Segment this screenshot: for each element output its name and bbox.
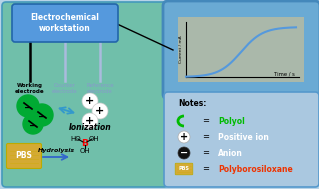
- Text: Working
electrode: Working electrode: [15, 83, 45, 94]
- Text: +: +: [180, 132, 188, 142]
- Text: =: =: [203, 164, 210, 174]
- Text: +: +: [95, 106, 105, 116]
- Text: PBS: PBS: [16, 152, 33, 160]
- Text: HO: HO: [71, 136, 81, 142]
- Text: B: B: [82, 139, 88, 147]
- Text: +: +: [85, 96, 95, 106]
- Circle shape: [178, 147, 190, 159]
- Text: Electrochemical
workstation: Electrochemical workstation: [31, 13, 100, 33]
- Text: =: =: [203, 116, 210, 125]
- FancyBboxPatch shape: [175, 163, 193, 175]
- Text: −: −: [38, 112, 46, 122]
- Circle shape: [178, 131, 190, 143]
- FancyBboxPatch shape: [178, 17, 304, 82]
- Circle shape: [92, 103, 108, 119]
- Text: Polyborosiloxane: Polyborosiloxane: [218, 164, 293, 174]
- Text: Positive ion: Positive ion: [218, 132, 269, 142]
- FancyBboxPatch shape: [2, 2, 168, 187]
- Circle shape: [31, 104, 53, 126]
- Text: Notes:: Notes:: [178, 99, 206, 108]
- Circle shape: [82, 113, 98, 129]
- Text: =: =: [203, 132, 210, 142]
- Text: −: −: [29, 121, 37, 131]
- Text: Hydrolysis: Hydrolysis: [37, 148, 75, 153]
- FancyBboxPatch shape: [12, 4, 118, 42]
- Text: PBS: PBS: [179, 167, 189, 171]
- Text: OH: OH: [89, 136, 99, 142]
- Text: OH: OH: [80, 148, 90, 154]
- Circle shape: [23, 114, 43, 134]
- Text: −: −: [180, 148, 188, 158]
- Text: Current / mA: Current / mA: [179, 36, 183, 63]
- Circle shape: [82, 93, 98, 109]
- Text: Polyol: Polyol: [218, 116, 245, 125]
- Circle shape: [17, 95, 39, 117]
- Text: −: −: [24, 103, 32, 113]
- FancyBboxPatch shape: [164, 92, 319, 187]
- Text: =: =: [203, 149, 210, 157]
- Text: Counter
electrode: Counter electrode: [52, 83, 78, 94]
- Text: Anion: Anion: [218, 149, 243, 157]
- FancyBboxPatch shape: [6, 143, 41, 169]
- FancyBboxPatch shape: [163, 1, 319, 99]
- Text: Time / s: Time / s: [274, 72, 294, 77]
- Text: Ionization: Ionization: [69, 122, 111, 132]
- Text: Reference
electrode: Reference electrode: [86, 83, 114, 94]
- Text: +: +: [85, 116, 95, 126]
